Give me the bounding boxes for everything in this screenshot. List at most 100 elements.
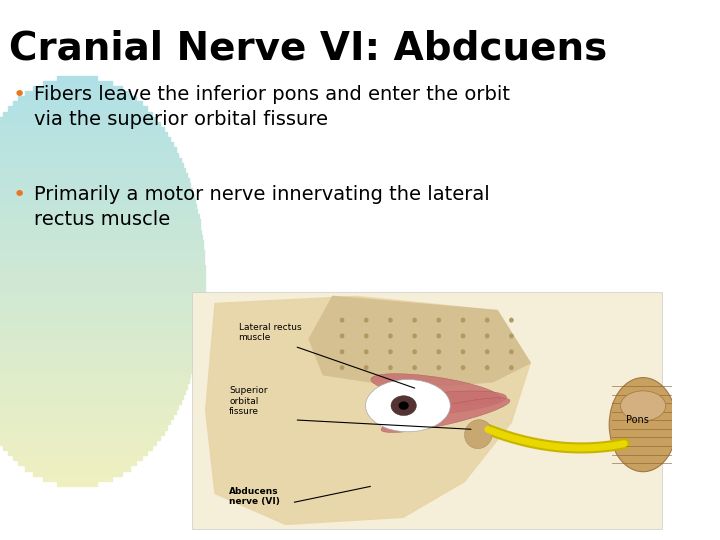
Bar <box>0 142 173 147</box>
Bar <box>0 419 170 424</box>
Circle shape <box>388 334 393 339</box>
Text: Fibers leave the inferior pons and enter the orbit
via the superior orbital fiss: Fibers leave the inferior pons and enter… <box>34 85 510 129</box>
Circle shape <box>509 365 514 370</box>
Circle shape <box>485 334 490 339</box>
Circle shape <box>340 334 344 339</box>
Circle shape <box>413 349 417 354</box>
Bar <box>0 337 199 342</box>
Circle shape <box>485 318 490 322</box>
Bar <box>3 111 152 117</box>
Bar <box>0 219 199 225</box>
Ellipse shape <box>371 374 501 404</box>
Bar <box>0 127 163 132</box>
Circle shape <box>388 349 393 354</box>
Text: Abducens
nerve (VI): Abducens nerve (VI) <box>229 487 280 506</box>
Bar <box>0 214 199 219</box>
Circle shape <box>364 349 369 354</box>
Circle shape <box>509 318 514 322</box>
Circle shape <box>485 365 490 370</box>
Bar <box>0 363 194 368</box>
Bar <box>0 168 185 173</box>
Bar <box>0 388 185 394</box>
Bar <box>0 332 200 337</box>
Circle shape <box>461 318 465 322</box>
Circle shape <box>436 349 441 354</box>
Bar <box>0 342 199 348</box>
Bar <box>0 250 204 255</box>
Bar <box>0 275 205 281</box>
Circle shape <box>413 318 417 322</box>
Ellipse shape <box>621 391 666 421</box>
Ellipse shape <box>381 398 510 433</box>
Text: Cranial Nerve VI: Abdcuens: Cranial Nerve VI: Abdcuens <box>9 30 608 68</box>
Bar <box>0 184 191 188</box>
Bar <box>57 481 97 486</box>
Bar <box>0 260 204 266</box>
Bar <box>0 394 183 399</box>
Circle shape <box>413 334 417 339</box>
Bar <box>0 266 204 271</box>
Circle shape <box>388 318 393 322</box>
Bar <box>0 296 204 301</box>
Bar <box>0 234 202 240</box>
Bar <box>0 230 202 234</box>
Bar <box>7 450 147 455</box>
Bar <box>0 440 156 445</box>
Bar <box>0 152 179 158</box>
Bar <box>33 471 122 476</box>
Bar <box>0 368 192 373</box>
Circle shape <box>364 318 369 322</box>
Circle shape <box>509 334 514 339</box>
Bar <box>0 316 203 322</box>
Circle shape <box>436 318 441 322</box>
Bar <box>0 122 160 127</box>
Bar <box>0 301 204 307</box>
Bar <box>0 204 197 209</box>
Circle shape <box>461 365 465 370</box>
Bar <box>13 102 142 106</box>
Bar <box>25 91 130 96</box>
Bar <box>0 414 173 419</box>
Bar <box>42 80 112 86</box>
Bar <box>0 322 202 327</box>
Circle shape <box>364 365 369 370</box>
Ellipse shape <box>399 401 409 410</box>
Circle shape <box>388 365 393 370</box>
Bar <box>0 158 181 163</box>
Bar <box>0 291 204 296</box>
Bar <box>192 292 662 529</box>
Bar <box>0 163 183 168</box>
Bar <box>0 357 195 363</box>
Bar <box>0 240 203 245</box>
Bar <box>0 379 189 383</box>
Circle shape <box>413 365 417 370</box>
Text: •: • <box>13 185 27 205</box>
Polygon shape <box>206 296 530 524</box>
Bar <box>19 96 136 102</box>
Bar <box>0 194 194 199</box>
Circle shape <box>485 349 490 354</box>
Text: Superior
orbital
fissure: Superior orbital fissure <box>229 386 268 416</box>
Ellipse shape <box>366 380 450 432</box>
Bar <box>0 312 203 316</box>
Circle shape <box>340 349 344 354</box>
Bar <box>25 465 130 470</box>
Ellipse shape <box>391 396 416 416</box>
Bar <box>0 435 160 440</box>
Circle shape <box>509 349 514 354</box>
Circle shape <box>340 365 344 370</box>
Circle shape <box>364 334 369 339</box>
Bar <box>0 147 176 152</box>
Bar <box>3 445 152 450</box>
Bar <box>0 173 187 178</box>
Bar <box>0 404 179 409</box>
Bar <box>7 106 147 111</box>
Circle shape <box>461 349 465 354</box>
Bar <box>42 476 112 481</box>
Bar <box>57 76 97 80</box>
Bar <box>0 383 187 388</box>
Bar <box>0 409 176 414</box>
Bar <box>0 132 167 137</box>
Bar <box>0 117 156 122</box>
Polygon shape <box>309 296 530 387</box>
